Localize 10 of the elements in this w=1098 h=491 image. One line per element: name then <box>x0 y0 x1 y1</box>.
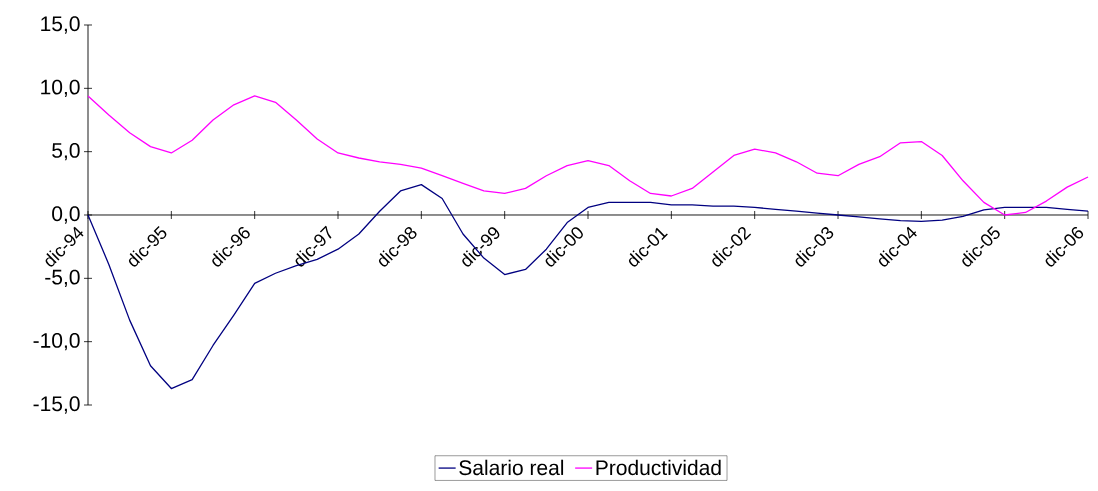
y-tick-label: -5,0 <box>45 269 80 288</box>
legend-label: Productividad <box>596 459 721 476</box>
y-tick-label: -15,0 <box>33 396 80 414</box>
y-tick-label: 0,0 <box>52 206 80 224</box>
line-series <box>87 95 1089 216</box>
y-tick-label: 5,0 <box>52 143 80 161</box>
legend-label: Salario real <box>459 459 564 476</box>
y-tick-label: 15,0 <box>41 16 80 34</box>
y-tick-label: -10,0 <box>33 333 80 351</box>
y-tick-label: 10,0 <box>41 79 80 98</box>
